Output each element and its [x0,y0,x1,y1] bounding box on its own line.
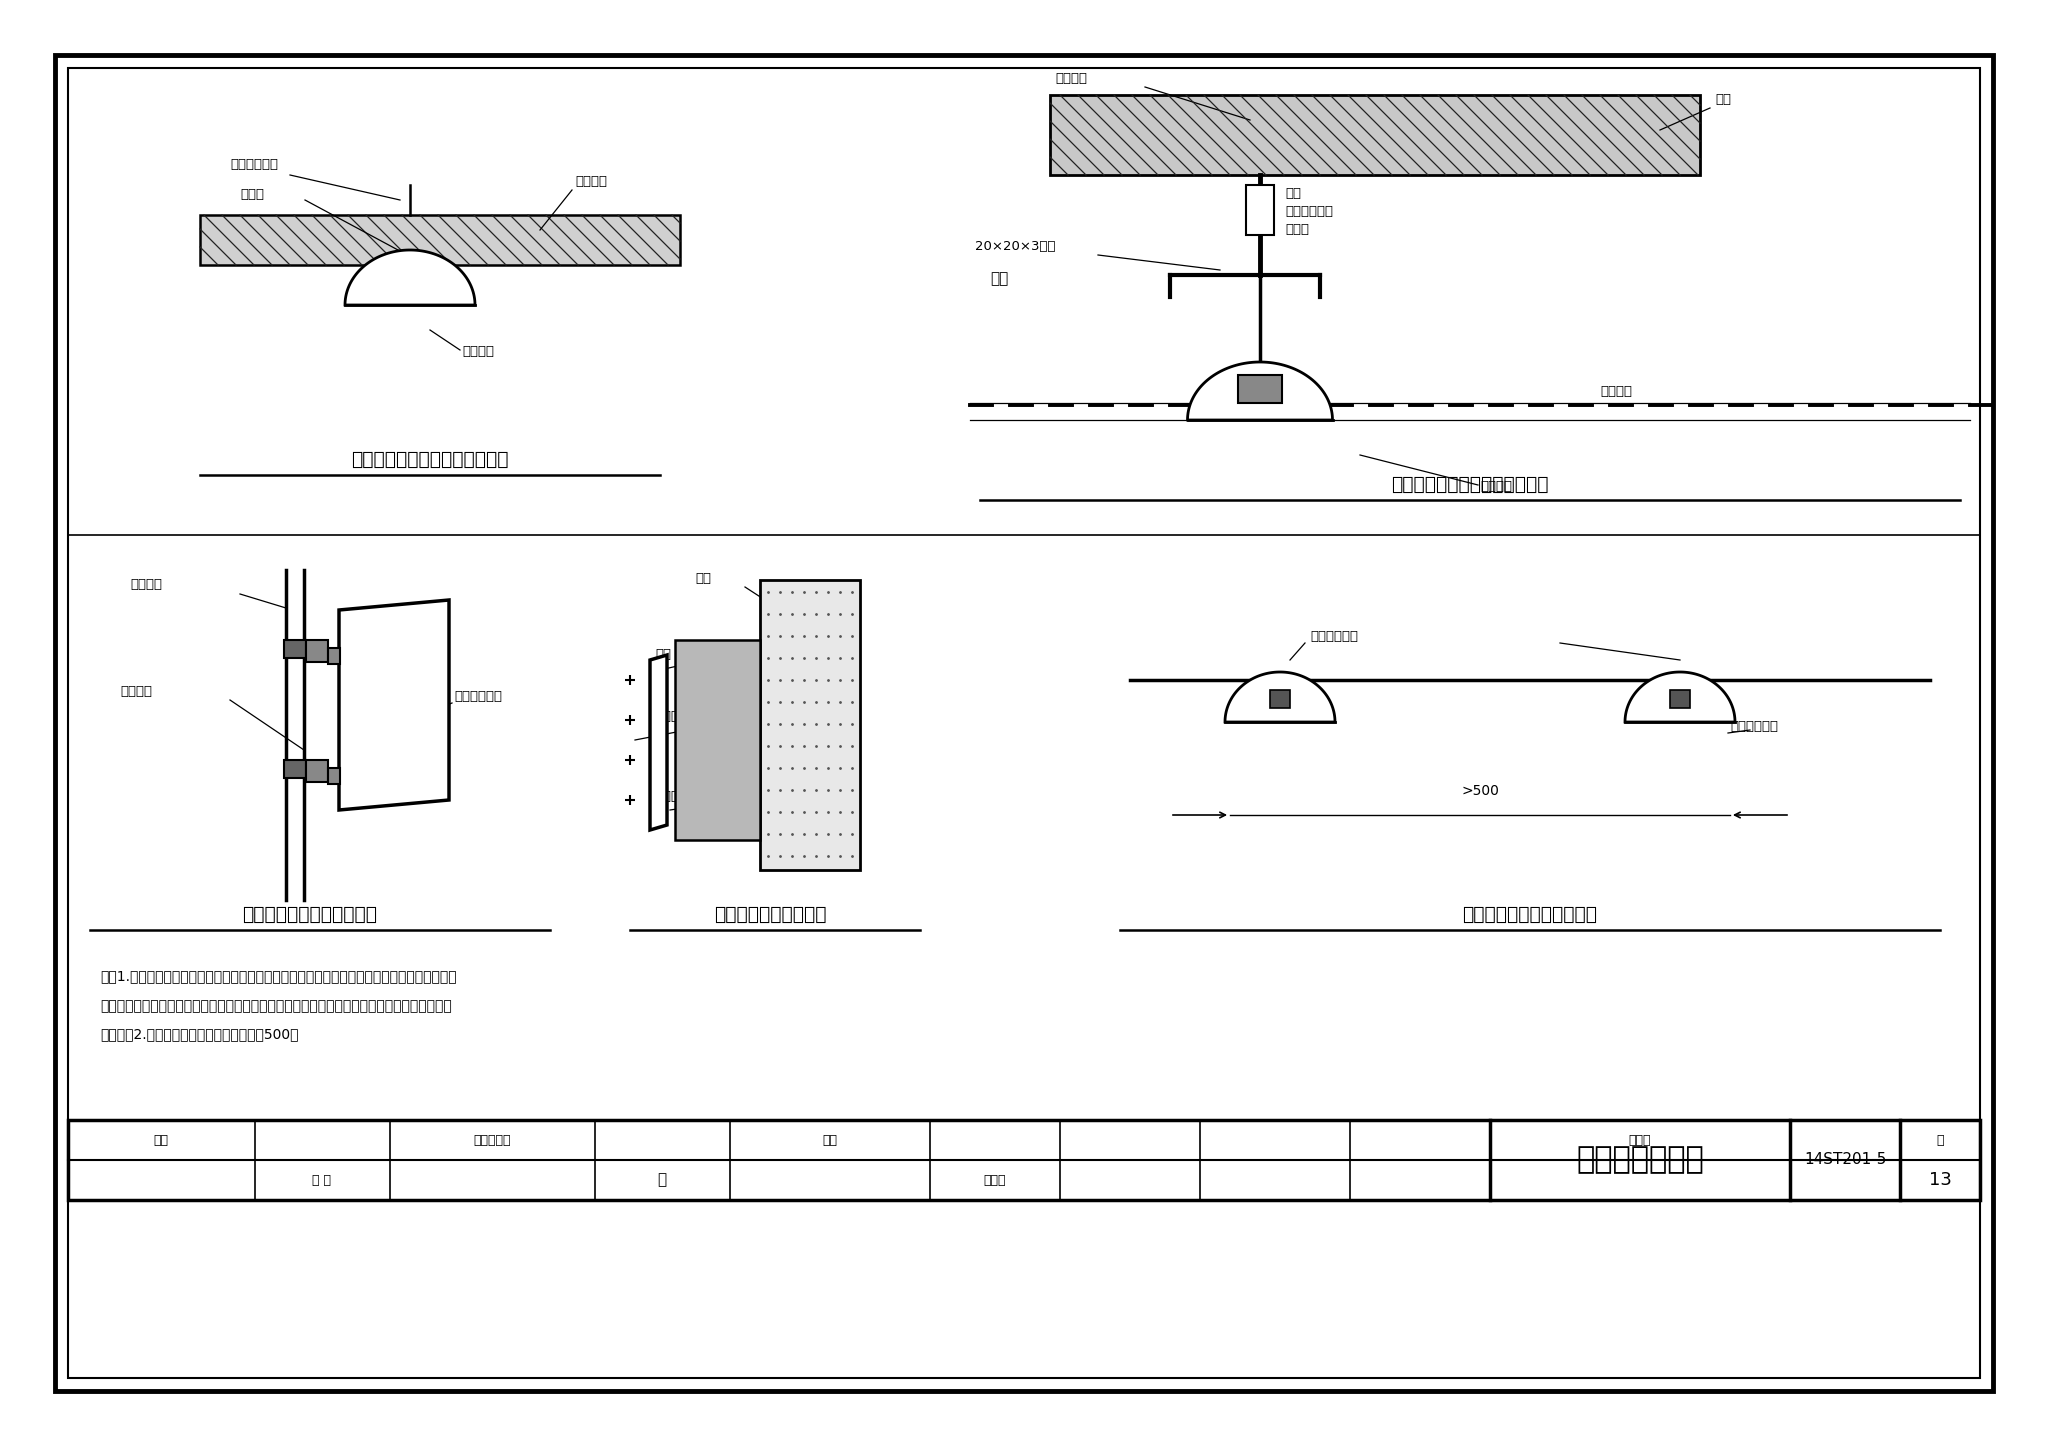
Text: 自攻螺钉: 自攻螺钉 [655,710,686,723]
Text: 郝宇林: 郝宇林 [983,1174,1006,1187]
Text: 室内吸顶天线: 室内吸顶天线 [1731,720,1778,733]
Bar [201,215,680,265]
Text: 墙体: 墙体 [694,573,711,586]
Polygon shape [1188,362,1333,419]
Text: 室外板状天线: 室外板状天线 [455,690,502,703]
Text: 天线抱箍: 天线抱箍 [121,685,152,698]
Text: 14ST201-5: 14ST201-5 [1804,1152,1886,1167]
Text: 套管: 套管 [1284,187,1300,200]
Text: 连接射频电缆: 连接射频电缆 [1311,630,1358,643]
Text: >500: >500 [1460,784,1499,798]
Bar [760,580,860,870]
Text: 天花板与天线间加装绵缘板，将天线与金属材质天花板隔开，以免影响天线信号质量。: 天花板与天线间加装绵缘板，将天线与金属材质天花板隔开，以免影响天线信号质量。 [100,999,453,1014]
Text: 芳: 芳 [657,1173,666,1187]
Bar [328,768,340,784]
Text: 天线抱杆: 天线抱杆 [129,578,162,591]
Polygon shape [344,250,475,305]
Bar [68,1121,1980,1200]
Bar [1051,95,1700,175]
Text: 设计: 设计 [823,1134,838,1147]
Text: 紧固件: 紧固件 [1284,223,1309,236]
Polygon shape [340,600,449,810]
Text: 室外天线抱杆安装侧立面图: 室外天线抱杆安装侧立面图 [242,905,377,924]
Text: 无线天线安装图: 无线天线安装图 [1577,1145,1704,1174]
Bar [285,761,305,778]
Text: 室外天线: 室外天线 [1481,480,1511,493]
Text: 平板吸顶: 平板吸顶 [575,175,606,188]
Text: 图集号: 图集号 [1628,1134,1651,1147]
Text: 20×20×3角锂: 20×20×3角锂 [975,240,1055,253]
Text: 安装板: 安装板 [655,790,680,803]
Text: 天线: 天线 [655,648,672,661]
Text: 格栅吸顶: 格栅吸顶 [1599,385,1632,398]
Text: 页: 页 [1935,1134,1944,1147]
Text: 连接射频电缆: 连接射频电缆 [1284,205,1333,218]
Text: 壁装天线安装侧立面图: 壁装天线安装侧立面图 [715,905,825,924]
Text: 室内吸顶无线安装正立面图: 室内吸顶无线安装正立面图 [1462,905,1597,924]
Text: 室内天线: 室内天线 [463,346,494,359]
Bar [328,648,340,664]
Text: 13: 13 [1929,1171,1952,1189]
Text: 王 篸: 王 篸 [313,1174,332,1187]
Bar [1237,375,1282,403]
Bar [1669,690,1690,709]
Bar [285,641,305,658]
Bar [1270,690,1290,709]
Text: 校对张晓妹: 校对张晓妹 [473,1134,510,1147]
Text: 螺栓: 螺栓 [989,270,1008,286]
Text: 注：1.　吸顶式天线安装，天花板材质应为非金属材质，金属材质天花板安装吸顶天线时，需在: 注：1. 吸顶式天线安装，天花板材质应为非金属材质，金属材质天花板安装吸顶天线时… [100,969,457,983]
Bar [305,761,328,782]
Text: 审核: 审核 [154,1134,168,1147]
Polygon shape [1624,672,1735,722]
Bar [1245,185,1274,236]
Text: 2.　不同系统间天线间隔应不小于500。: 2. 不同系统间天线间隔应不小于500。 [100,1027,299,1041]
Text: 膨胀螺栓: 膨胀螺栓 [1055,72,1087,85]
Text: 室内平板吸顶天线安装正立面图: 室内平板吸顶天线安装正立面图 [352,450,508,469]
Polygon shape [649,655,668,830]
Text: 连接射频电缆: 连接射频电缆 [229,158,279,171]
Text: 紧固件: 紧固件 [240,188,264,201]
Text: 室内格栅吸顶无线安装正立面图: 室内格栅吸顶无线安装正立面图 [1391,474,1548,495]
Polygon shape [1225,672,1335,722]
Bar [389,265,430,305]
Bar [305,641,328,662]
Text: 楼板: 楼板 [1714,93,1731,106]
Bar [676,641,760,840]
